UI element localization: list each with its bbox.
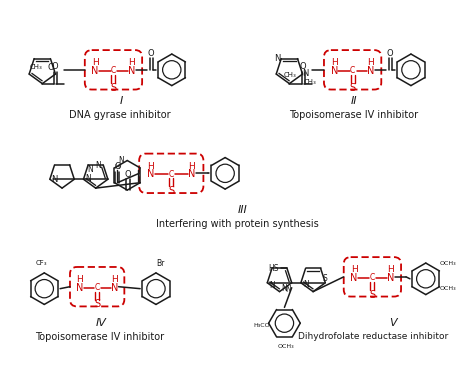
- Text: C: C: [169, 170, 174, 179]
- Text: H: H: [76, 275, 83, 284]
- Text: S: S: [110, 83, 117, 93]
- Text: HS: HS: [268, 264, 278, 273]
- Text: N: N: [387, 273, 394, 283]
- Text: N: N: [52, 175, 58, 184]
- Text: IV: IV: [96, 318, 107, 328]
- Text: S: S: [168, 186, 174, 196]
- Text: CH₃: CH₃: [30, 64, 43, 69]
- Text: H: H: [189, 162, 195, 171]
- Text: O: O: [387, 49, 393, 58]
- Text: S: S: [349, 83, 356, 93]
- Text: Br: Br: [157, 259, 165, 267]
- Text: H: H: [147, 162, 154, 171]
- Text: CF₃: CF₃: [36, 260, 47, 266]
- Text: O: O: [148, 49, 155, 58]
- Text: N: N: [111, 283, 118, 293]
- Text: N: N: [285, 285, 291, 294]
- Text: C: C: [370, 273, 375, 282]
- Text: Topoisomerase IV inhibitor: Topoisomerase IV inhibitor: [35, 332, 164, 342]
- Text: Interfering with protein synthesis: Interfering with protein synthesis: [155, 219, 319, 229]
- Text: N: N: [274, 54, 281, 63]
- Text: V: V: [389, 318, 397, 328]
- Text: N: N: [128, 66, 136, 76]
- Text: N: N: [330, 66, 338, 76]
- Text: N: N: [367, 66, 374, 76]
- Text: H: H: [128, 58, 135, 67]
- Text: H: H: [387, 265, 394, 274]
- Text: OCH₃: OCH₃: [439, 286, 456, 291]
- Text: N: N: [147, 169, 155, 179]
- Text: H: H: [115, 164, 120, 171]
- Text: N: N: [76, 283, 83, 293]
- Text: S: S: [94, 299, 100, 309]
- Text: C: C: [94, 283, 100, 292]
- Text: Topoisomerase IV inhibitor: Topoisomerase IV inhibitor: [289, 110, 418, 120]
- Text: N: N: [188, 169, 195, 179]
- Text: C: C: [111, 66, 116, 75]
- Text: N: N: [269, 281, 275, 290]
- Text: DNA gyrase inhibitor: DNA gyrase inhibitor: [69, 110, 170, 120]
- Text: N: N: [91, 66, 99, 76]
- Text: S: S: [369, 290, 375, 299]
- Text: CH₃: CH₃: [304, 79, 317, 85]
- Text: N: N: [282, 284, 287, 293]
- Text: I: I: [120, 96, 123, 106]
- Text: H: H: [368, 58, 374, 67]
- Text: III: III: [238, 205, 248, 215]
- Text: N: N: [303, 280, 309, 289]
- Text: N: N: [95, 162, 101, 171]
- Text: OCH₃: OCH₃: [439, 261, 456, 265]
- Text: O: O: [48, 63, 55, 72]
- Text: O: O: [114, 162, 121, 171]
- Text: N: N: [87, 165, 93, 174]
- Text: OCH₃: OCH₃: [278, 344, 295, 349]
- Text: H₃CO: H₃CO: [254, 323, 270, 328]
- Text: H: H: [92, 58, 99, 67]
- Text: H: H: [351, 265, 357, 274]
- Text: H: H: [111, 275, 118, 284]
- Text: N: N: [118, 156, 124, 165]
- Text: O: O: [300, 62, 307, 71]
- Text: N: N: [85, 174, 91, 183]
- Text: H: H: [331, 58, 337, 67]
- Text: II: II: [350, 96, 357, 106]
- Text: N: N: [350, 273, 358, 283]
- Text: O: O: [52, 62, 58, 71]
- Text: N: N: [302, 69, 309, 78]
- Text: C: C: [350, 66, 355, 75]
- Text: CH₃: CH₃: [284, 72, 297, 78]
- Text: Dihydrofolate reductase inhibitor: Dihydrofolate reductase inhibitor: [298, 332, 448, 341]
- Text: O: O: [125, 170, 132, 179]
- Text: S: S: [323, 274, 328, 283]
